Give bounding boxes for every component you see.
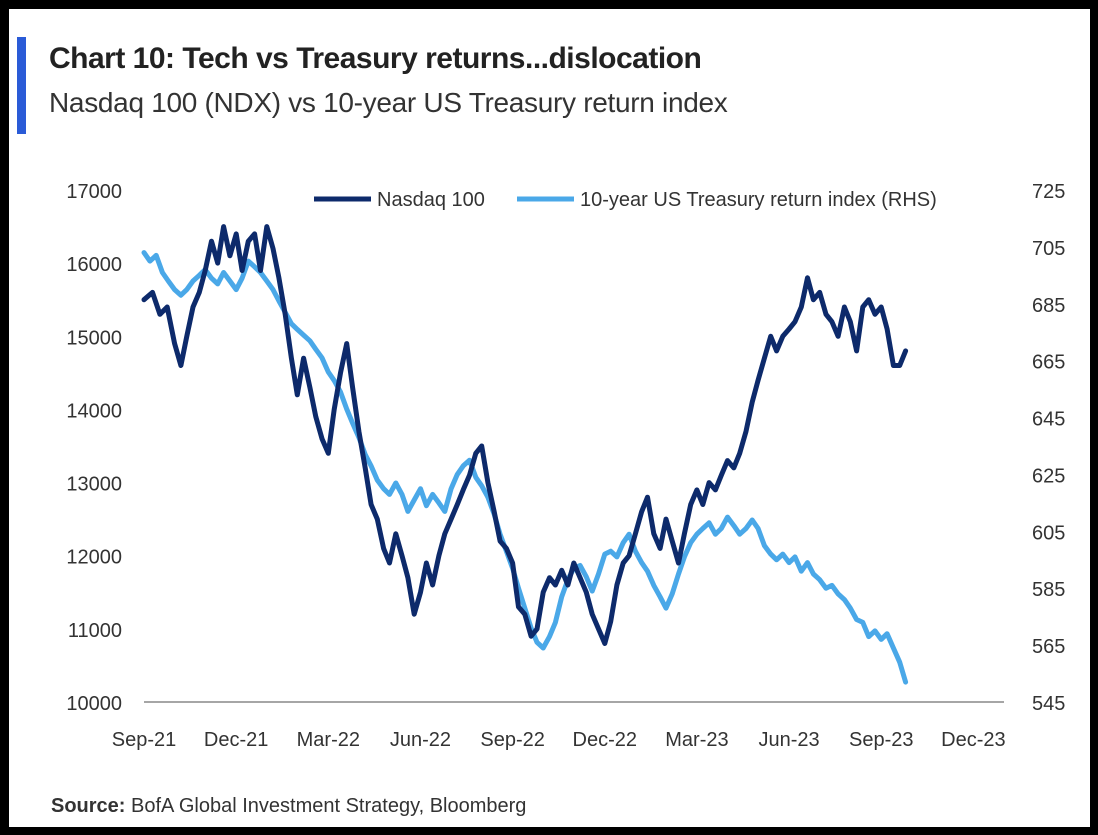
y-right-tick-label: 645 [1032, 409, 1065, 431]
line-chart: 10000 11000 12000 13000 14000 15000 16000 17000… [66, 181, 1065, 751]
nasdaq-100-line [141, 224, 909, 646]
y-right-tick-label: 625 [1032, 465, 1065, 487]
x-tick-label: Jun-22 [390, 729, 451, 751]
x-tick-label: Mar-23 [665, 729, 728, 751]
x-tick-label: Mar-22 [297, 729, 360, 751]
y-right-tick-label: 685 [1032, 295, 1065, 317]
y-left-tick-label: 13000 [66, 474, 122, 496]
y-left-tick-label: 15000 [66, 327, 122, 349]
series-layer [141, 224, 909, 685]
treasury-index-line [141, 250, 909, 685]
chart-subtitle: Nasdaq 100 (NDX) vs 10-year US Treasury … [49, 87, 728, 118]
left-axis: 10000 11000 12000 13000 14000 15000 16000 17000 [66, 181, 122, 715]
y-right-tick-label: 565 [1032, 636, 1065, 658]
y-left-tick-label: 10000 [66, 693, 122, 715]
y-right-tick-label: 725 [1032, 181, 1065, 203]
source-label: Source: [51, 795, 126, 817]
legend-treasury-label: 10-year US Treasury return index (RHS) [580, 189, 937, 211]
y-right-tick-label: 585 [1032, 579, 1065, 601]
x-tick-label: Sep-21 [112, 729, 177, 751]
legend-nasdaq-label: Nasdaq 100 [377, 189, 485, 211]
x-tick-label: Dec-23 [941, 729, 1005, 751]
x-tick-label: Sep-22 [480, 729, 545, 751]
y-left-tick-label: 12000 [66, 547, 122, 569]
y-right-tick-label: 705 [1032, 238, 1065, 260]
x-tick-label: Jun-23 [759, 729, 820, 751]
y-right-tick-label: 605 [1032, 522, 1065, 544]
y-left-tick-label: 14000 [66, 400, 122, 422]
accent-bar [17, 37, 26, 134]
x-tick-label: Dec-22 [573, 729, 637, 751]
legend: Nasdaq 100 10-year US Treasury return ind… [314, 189, 937, 211]
right-axis: 545 565 585 605 625 645 665 685 705 725 [1032, 181, 1065, 715]
source-note: Source: BofA Global Investment Strategy,… [51, 795, 526, 818]
x-tick-label: Dec-21 [204, 729, 268, 751]
x-axis: Sep-21 Dec-21 Mar-22 Jun-22 Sep-22 Dec-22 Mar-… [112, 701, 1006, 751]
y-left-tick-label: 17000 [66, 181, 122, 203]
source-text: BofA Global Investment Strategy, Bloombe… [131, 795, 527, 817]
chart-title: Chart 10: Tech vs Treasury returns...dis… [49, 42, 702, 75]
x-tick-label: Sep-23 [849, 729, 914, 751]
y-left-tick-label: 16000 [66, 254, 122, 276]
chart-card: Chart 10: Tech vs Treasury returns...dis… [9, 9, 1090, 827]
y-right-tick-label: 545 [1032, 693, 1065, 715]
y-left-tick-label: 11000 [68, 620, 122, 642]
y-right-tick-label: 665 [1032, 352, 1065, 374]
